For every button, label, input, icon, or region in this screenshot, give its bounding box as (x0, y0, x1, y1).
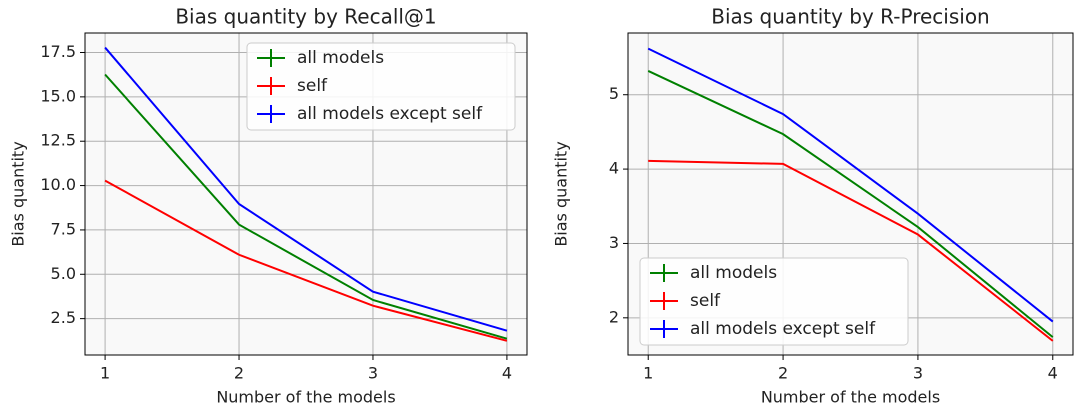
legend-box (246, 42, 516, 131)
chart-title: Bias quantity by R-Precision (711, 5, 989, 29)
legend: all models self all models except self (246, 42, 516, 131)
x-tick-label: 4 (1048, 364, 1058, 383)
y-tick-label: 15.0 (40, 86, 76, 105)
y-tick-label: 2 (609, 307, 619, 326)
y-tick-label: 4 (609, 159, 619, 178)
y-tick-label: 12.5 (40, 131, 76, 150)
series-line (104, 179, 508, 342)
x-axis-label: Number of the models (761, 388, 940, 407)
y-tick-label: 10.0 (40, 175, 76, 194)
x-tick-label: 2 (778, 364, 788, 383)
y-tick-label: 17.5 (40, 42, 76, 61)
legend-label: self (690, 291, 721, 311)
x-tick-label: 3 (368, 364, 378, 383)
legend-label: all models except self (690, 319, 876, 339)
y-tick-label: 3 (609, 233, 619, 252)
x-tick-label: 2 (234, 364, 244, 383)
series-line (647, 70, 1054, 338)
plot-frame (627, 32, 1074, 356)
legend-label: self (297, 76, 328, 96)
chart-title: Bias quantity by Recall@1 (175, 5, 436, 29)
y-tick-label: 2.5 (51, 308, 76, 327)
x-tick-label: 4 (502, 364, 512, 383)
y-tick-label: 5.0 (51, 264, 76, 283)
plot-frame (84, 32, 528, 356)
x-tick-label: 1 (100, 364, 110, 383)
x-tick-label: 1 (643, 364, 653, 383)
series-line (104, 73, 508, 340)
series-line (648, 159, 1054, 342)
y-tick-label: 5 (609, 84, 619, 103)
x-axis-label: Number of the models (216, 388, 395, 407)
legend-label: all models except self (297, 104, 483, 124)
series-line (647, 47, 1054, 323)
y-tick-label: 7.5 (51, 219, 76, 238)
legend: all models self all models except self (639, 257, 909, 346)
y-axis-label: Bias quantity (9, 141, 28, 246)
y-axis-label: Bias quantity (552, 141, 571, 246)
legend-label: all models (297, 48, 384, 68)
legend-label: all models (690, 263, 777, 283)
legend-box (639, 257, 909, 346)
series-line (104, 46, 508, 332)
x-tick-label: 3 (913, 364, 923, 383)
